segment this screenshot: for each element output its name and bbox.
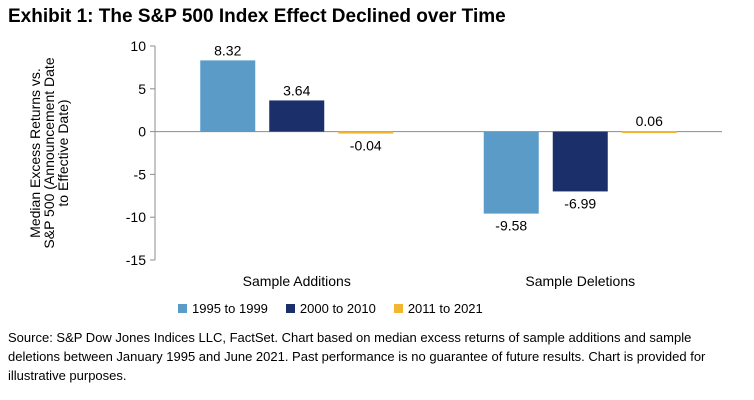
data-label-sample-deletions-2011-to-2021: 0.06 [636, 113, 663, 129]
data-label-sample-additions-2000-to-2010: 3.64 [283, 82, 310, 98]
bar-sample-additions-2000-to-2010 [269, 100, 325, 132]
bar-sample-additions-1995-to-1999 [200, 60, 256, 132]
bar-sample-deletions-2000-to-2010 [552, 131, 608, 192]
category-label-sample-deletions: Sample Deletions [525, 273, 635, 289]
legend-item-1995-1999: 1995 to 1999 [178, 301, 268, 316]
y-tick-label: 5 [138, 81, 146, 97]
data-label-sample-deletions-2000-to-2010: -6.99 [564, 195, 596, 211]
category-label-sample-additions: Sample Additions [243, 273, 351, 289]
y-axis-title-line: to Effective Date) [55, 99, 71, 206]
legend-swatch-2000-2010 [285, 304, 295, 313]
data-label-sample-additions-2011-to-2021: -0.04 [350, 138, 382, 154]
legend-label-1995-1999: 1995 to 1999 [192, 301, 268, 316]
y-axis-title-line: Median Excess Returns vs. [27, 68, 43, 238]
data-label-sample-deletions-1995-to-1999: -9.58 [495, 218, 527, 234]
legend-item-2000-2010: 2000 to 2010 [285, 301, 376, 316]
legend-item-2011-2021: 2011 to 2021 [393, 301, 483, 316]
y-tick-label: -10 [126, 209, 146, 225]
bar-chart: 10 5 0 -5 -10 -15 Median Excess Returns vs.S&P… [27, 38, 722, 289]
legend-label-2000-2010: 2000 to 2010 [299, 301, 376, 316]
y-tick-label: -5 [134, 166, 147, 182]
y-tick-label: -15 [126, 252, 146, 268]
source-note: Source: S&P Dow Jones Indices LLC, FactS… [8, 330, 706, 383]
legend-label-2011-2021: 2011 to 2021 [407, 301, 483, 316]
chart-title: Exhibit 1: The S&P 500 Index Effect Decl… [8, 6, 506, 27]
legend-swatch-2011-2021 [393, 304, 403, 313]
y-axis-title-line: S&P 500 (Announcement Date [41, 57, 57, 248]
y-tick-label: 10 [130, 38, 146, 54]
bar-sample-deletions-2011-to-2021 [621, 131, 677, 134]
data-label-sample-additions-1995-to-1999: 8.32 [214, 42, 241, 58]
y-tick-label: 0 [138, 124, 146, 140]
bar-sample-additions-2011-to-2021 [338, 131, 394, 134]
legend-swatch-1995-1999 [178, 304, 187, 313]
bar-sample-deletions-1995-to-1999 [483, 131, 539, 214]
legend: 1995 to 1999 2000 to 2010 2011 to 2021 [178, 301, 483, 316]
